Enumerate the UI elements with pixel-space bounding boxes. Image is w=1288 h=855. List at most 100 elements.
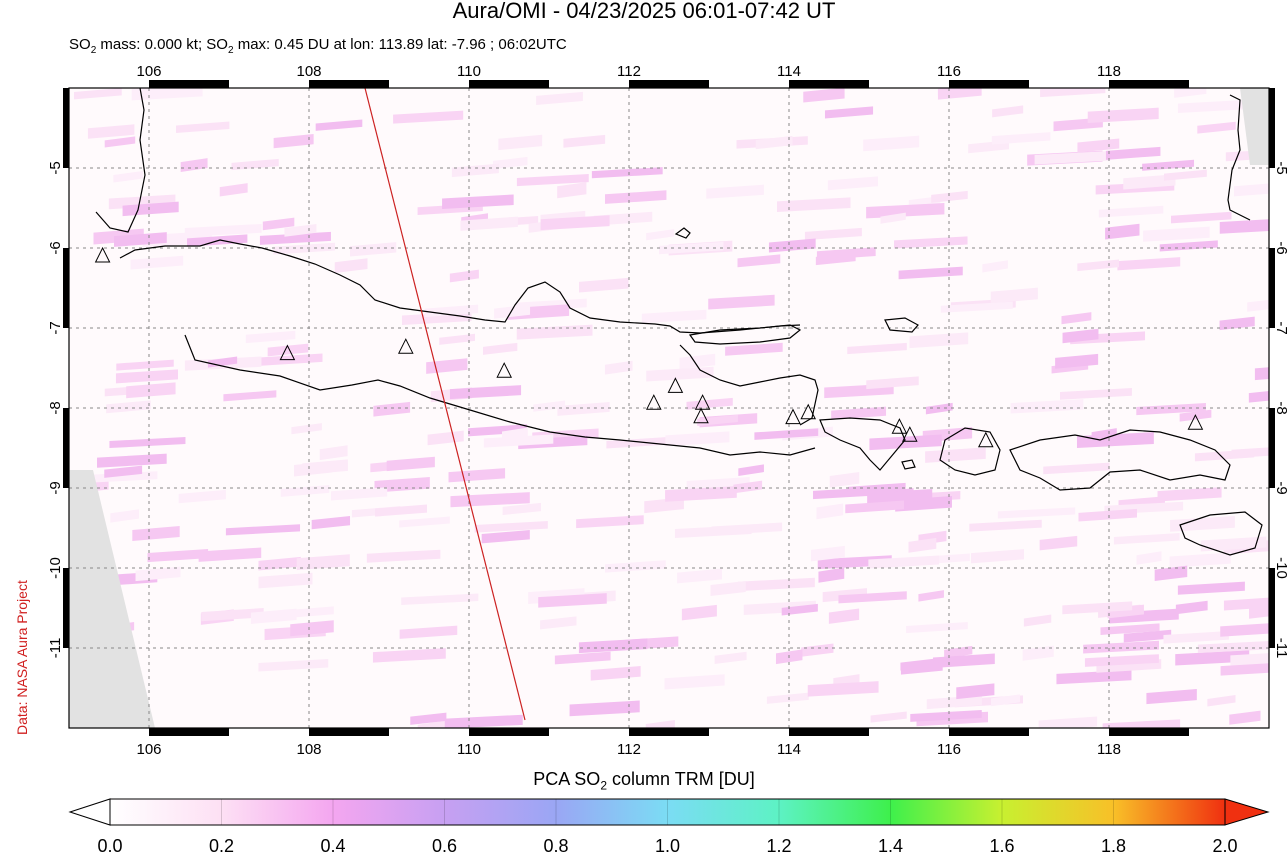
so2-pixel xyxy=(284,606,334,619)
so2-pixel xyxy=(918,590,944,602)
colorbar-tick-label: 0.8 xyxy=(543,836,568,855)
so2-pixel xyxy=(393,110,464,124)
so2-pixel xyxy=(1023,614,1052,627)
lon-tick-label-top: 118 xyxy=(1097,63,1121,80)
so2-pixel xyxy=(1229,710,1261,725)
so2-pixel xyxy=(804,227,862,241)
so2-pixel xyxy=(711,522,783,536)
so2-pixel xyxy=(932,653,995,668)
so2-pixel xyxy=(225,524,301,536)
so2-pixel xyxy=(280,484,330,497)
volcano-marker xyxy=(694,394,711,410)
so2-pixel xyxy=(824,106,874,119)
so2-pixel xyxy=(1117,257,1181,271)
border-segment xyxy=(1269,408,1275,488)
java-south-coast xyxy=(184,334,816,456)
so2-pixel xyxy=(349,242,397,257)
so2-pixel xyxy=(1163,630,1230,644)
so2-pixel xyxy=(334,258,368,274)
so2-pixel xyxy=(557,182,587,199)
so2-pixel xyxy=(116,359,174,371)
volcano-marker xyxy=(785,408,801,425)
volcano-marker xyxy=(667,377,684,393)
so2-pixel xyxy=(1174,88,1207,98)
so2-pixel xyxy=(223,390,277,402)
so2-pixel xyxy=(591,167,663,179)
so2-pixel xyxy=(1247,299,1269,312)
so2-pixel xyxy=(1170,515,1235,532)
so2-pixel xyxy=(576,515,644,529)
border-segment xyxy=(63,408,69,488)
so2-pixel xyxy=(1159,240,1218,252)
so2-pixel xyxy=(1078,508,1137,522)
so2-pixel xyxy=(176,121,230,134)
map-background xyxy=(69,88,1269,728)
lat-tick-label-left: -8 xyxy=(47,401,64,414)
so2-pixel xyxy=(201,608,264,622)
so2-pixel xyxy=(1177,581,1245,595)
lat-tick-label-left: -11 xyxy=(47,638,64,659)
border-segment xyxy=(309,80,389,88)
so2-pixel xyxy=(925,402,953,415)
volcano-marker xyxy=(693,407,709,424)
so2-pixel xyxy=(386,456,435,472)
so2-pixel xyxy=(644,497,684,514)
so2-pixel xyxy=(880,212,906,224)
map-subtitle: SO2 mass: 0.000 kt; SO2 max: 0.45 DU at … xyxy=(69,36,567,56)
so2-pixel xyxy=(1113,532,1180,545)
so2-pixel xyxy=(828,608,860,624)
colorbar-over-arrow xyxy=(1224,798,1270,826)
so2-pixel xyxy=(816,503,844,520)
so2-pixel xyxy=(768,238,816,253)
so2-pixel xyxy=(219,183,248,197)
so2-pixel xyxy=(1083,640,1159,654)
so2-pixel xyxy=(319,445,348,461)
so2-pixel xyxy=(132,526,180,542)
so2-pixel xyxy=(104,136,136,148)
so2-pixel xyxy=(863,135,920,152)
so2-pixel xyxy=(900,662,943,675)
lon-tick-label-top: 114 xyxy=(777,63,801,80)
colorbar-tick-label: 0.4 xyxy=(320,836,345,855)
so2-pixel xyxy=(1100,623,1160,635)
so2-pixel xyxy=(302,459,348,475)
so2-pixel xyxy=(1055,353,1099,369)
map-border-ticks xyxy=(63,80,1275,736)
so2-pixel xyxy=(1200,536,1267,552)
so2-pixel xyxy=(1043,462,1110,475)
so2-pixel xyxy=(1163,169,1207,181)
so2-pixel xyxy=(198,547,262,562)
so2-pixel xyxy=(940,301,1013,313)
so2-pixel xyxy=(664,674,725,690)
so2-pixel xyxy=(482,342,518,355)
border-segment xyxy=(629,80,709,88)
so2-pixel xyxy=(569,700,640,717)
so2-pixel xyxy=(645,720,675,728)
so2-pixel xyxy=(754,428,819,440)
so2-pixel xyxy=(87,124,135,139)
so2-pixel xyxy=(991,132,1051,145)
so2-pixel xyxy=(563,134,606,148)
so2-pixel xyxy=(451,163,499,178)
border-segment xyxy=(629,728,709,736)
so2-pixel xyxy=(909,332,969,349)
so2-pixel xyxy=(250,608,297,624)
lombok-island xyxy=(939,427,1001,476)
volcano-marker xyxy=(645,394,662,410)
so2-pixel xyxy=(1022,645,1054,661)
lat-tick-label-left: -9 xyxy=(47,481,64,494)
border-segment xyxy=(149,80,229,88)
border-segment xyxy=(1109,728,1189,736)
colorbar-tick-label: 0.6 xyxy=(432,836,457,855)
so2-pixel xyxy=(579,277,629,293)
so2-pixel xyxy=(180,158,208,172)
so2-pixel xyxy=(113,171,143,183)
so2-pixel xyxy=(1098,205,1164,218)
so2-pixel xyxy=(906,621,968,634)
so2-pixel xyxy=(766,692,809,704)
so2-pixel xyxy=(1207,695,1236,707)
border-segment xyxy=(469,728,549,736)
volcano-marker xyxy=(496,362,513,378)
so2-pixel xyxy=(926,695,982,710)
sumbawa-island xyxy=(1009,429,1231,491)
